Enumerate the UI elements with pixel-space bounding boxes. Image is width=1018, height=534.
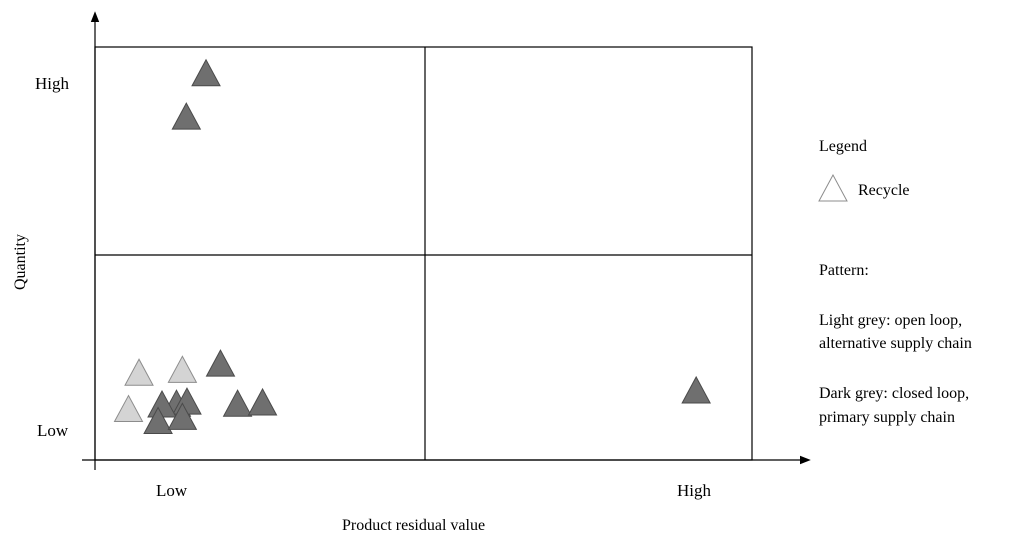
legend-heading: Legend [819,138,867,155]
legend-marker-label: Recycle [858,182,910,199]
legend-pattern-heading: Pattern: [819,262,869,279]
light-grey-point-3 [113,394,144,423]
light-grey-point-2 [124,358,154,386]
y-axis-label: Quantity [12,234,29,290]
x-tick-low: Low [156,481,188,500]
dark-grey-point-1 [191,58,221,87]
light-grey-point-1 [167,355,198,383]
dark-grey-point-2 [171,102,202,130]
legend-dark-line-1: Dark grey: closed loop, [819,385,969,402]
y-tick-low: Low [37,421,69,440]
data-points [113,58,711,435]
dark-grey-point-10 [247,387,278,416]
legend: Legend Recycle Pattern: Light grey: open… [818,138,972,426]
legend-light-line-2: alternative supply chain [819,335,972,352]
x-tick-high: High [677,481,712,500]
quadrant-frame [94,46,753,461]
dark-grey-point-9 [222,389,253,417]
dark-grey-point-11 [681,375,711,404]
legend-marker-triangle-icon [818,173,848,202]
legend-dark-line-2: primary supply chain [819,409,955,426]
x-axis-label: Product residual value [342,517,485,534]
y-tick-high: High [35,74,70,93]
dark-grey-point-8 [167,402,198,430]
dark-grey-point-3 [205,349,236,377]
legend-light-line-1: Light grey: open loop, [819,312,962,329]
dark-grey-point-7 [143,406,173,435]
